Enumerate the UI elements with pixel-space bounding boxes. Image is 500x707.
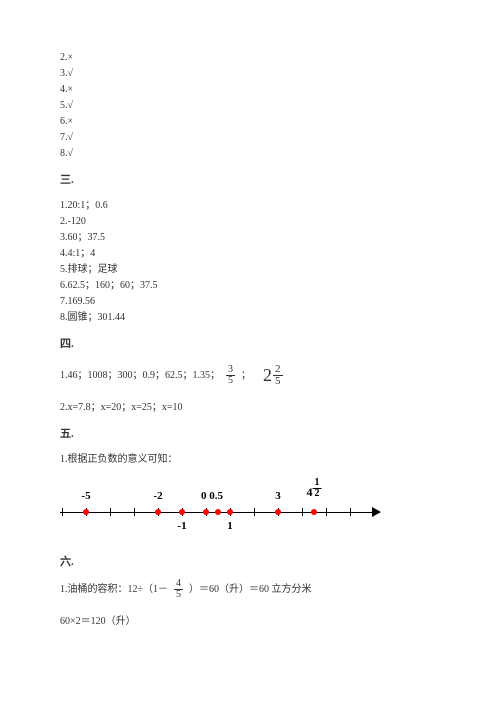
s6-frac: 4 5	[174, 579, 183, 600]
number-line-label: 412	[307, 478, 322, 503]
frac-den: 5	[273, 376, 283, 387]
s6-row2: 60×2＝120（升）	[60, 614, 440, 630]
mixed-frac: 2 5	[273, 364, 283, 387]
number-line-label: -5	[81, 488, 90, 506]
s2-item: 2.×	[60, 50, 440, 66]
s3-item: 5.排球；足球	[60, 262, 440, 278]
s6-row1-b: ）＝60（升）＝60 立方分米	[189, 582, 312, 598]
s2-item: 3.√	[60, 66, 440, 82]
s3-item: 1.20:1；0.6	[60, 198, 440, 214]
section-3-head: 三.	[60, 172, 440, 190]
s3-item: 8.圆锥；301.44	[60, 310, 440, 326]
number-line-tick	[326, 508, 327, 516]
s6-row1-a: 1.油桶的容积：12÷（1－	[60, 582, 168, 598]
frac-den: 5	[226, 376, 235, 386]
number-line-label: 1	[227, 518, 233, 536]
section-3-list: 1.20:1；0.6 2.-120 3.60；37.5 4.4:1；4 5.排球…	[60, 198, 440, 326]
s4-sep: ；	[241, 368, 251, 384]
s5-line1: 1.根据正负数的意义可知：	[60, 452, 440, 468]
section-4-head: 四.	[60, 336, 440, 354]
number-line-point	[275, 509, 281, 515]
number-line-label: -1	[177, 518, 186, 536]
s3-item: 6.62.5；160；60；37.5	[60, 278, 440, 294]
number-line-label: -2	[153, 488, 162, 506]
number-line: -5 -2 -1 0 0.51 3 412	[60, 474, 380, 544]
s3-item: 3.60；37.5	[60, 230, 440, 246]
number-line-label: 3	[275, 488, 281, 506]
number-line-tick	[62, 508, 63, 516]
s4-row1: 1.46；1008；300；0.9；62.5；1.35； 3 5 ； 2 2 5	[60, 361, 440, 390]
section-2-list: 2.× 3.√ 4.× 5.√ 6.× 7.√ 8.√	[60, 50, 440, 162]
s3-item: 7.169.56	[60, 294, 440, 310]
s4-frac1: 3 5	[226, 365, 235, 386]
number-line-point	[203, 509, 209, 515]
number-line-point	[215, 509, 221, 515]
number-line-label: 0 0.5	[201, 488, 223, 506]
s2-item: 6.×	[60, 114, 440, 130]
number-line-point	[155, 509, 161, 515]
number-line-tick	[302, 508, 303, 516]
number-line-arrow-icon	[372, 507, 381, 517]
s2-item: 5.√	[60, 98, 440, 114]
page: 2.× 3.√ 4.× 5.√ 6.× 7.√ 8.√ 三. 1.20:1；0.…	[0, 0, 500, 707]
number-line-point	[83, 509, 89, 515]
s3-item: 2.-120	[60, 214, 440, 230]
number-line-tick	[254, 508, 255, 516]
s4-mixed: 2 2 5	[263, 361, 283, 390]
number-line-tick	[110, 508, 111, 516]
s2-item: 4.×	[60, 82, 440, 98]
mixed-whole: 2	[263, 361, 272, 390]
s2-item: 7.√	[60, 130, 440, 146]
number-line-tick	[134, 508, 135, 516]
number-line-point	[227, 509, 233, 515]
section-6-head: 六.	[60, 554, 440, 572]
s6-row1: 1.油桶的容积：12÷（1－ 4 5 ）＝60（升）＝60 立方分米	[60, 579, 440, 600]
s2-item: 8.√	[60, 146, 440, 162]
s3-item: 4.4:1；4	[60, 246, 440, 262]
section-5-head: 五.	[60, 426, 440, 444]
s4-row2: 2.x=7.8；x=20；x=25；x=10	[60, 400, 440, 416]
frac-den: 5	[174, 590, 183, 600]
number-line-point	[311, 509, 317, 515]
s4-row1-lead: 1.46；1008；300；0.9；62.5；1.35；	[60, 368, 220, 384]
number-line-tick	[350, 508, 351, 516]
number-line-point	[179, 509, 185, 515]
